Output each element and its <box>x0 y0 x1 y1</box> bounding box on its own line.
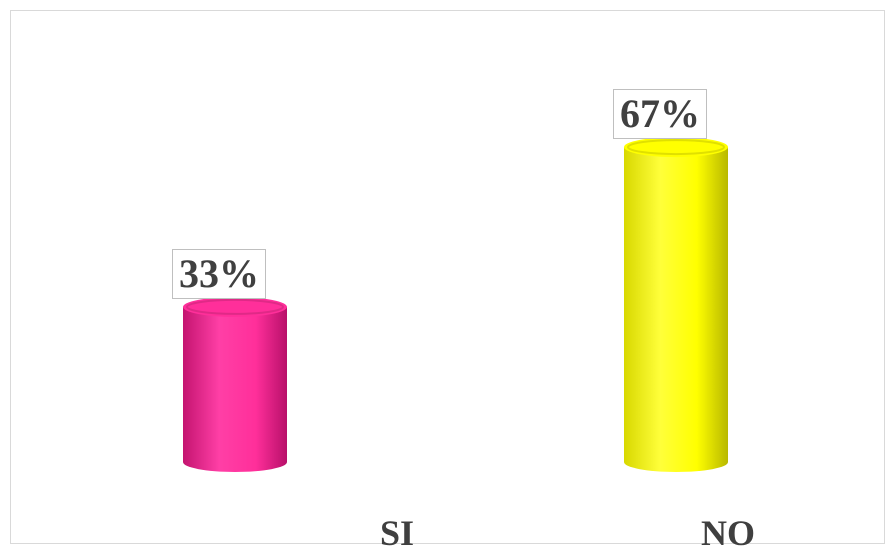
category-label-no: NO <box>701 513 755 553</box>
data-label-si: 33% <box>172 248 266 299</box>
category-label-si: SI <box>379 513 415 553</box>
bar-si <box>183 306 287 472</box>
bars-group <box>183 137 728 472</box>
bar-si-rim <box>186 298 284 315</box>
data-label-no: 67% <box>613 89 707 140</box>
chart-frame <box>10 10 885 544</box>
bar-no <box>624 147 728 472</box>
bar-no-top <box>624 137 728 158</box>
bar-no-rim <box>627 139 725 156</box>
bar-si-top <box>183 296 287 317</box>
